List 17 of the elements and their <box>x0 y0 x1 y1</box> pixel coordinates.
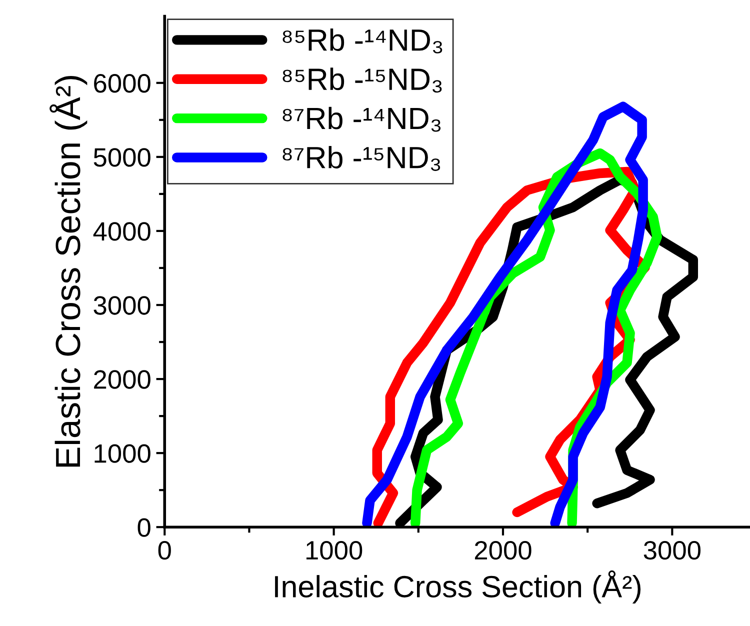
legend-label: ⁸⁵Rb -¹⁴ND₃ <box>282 28 442 54</box>
x-tick-label: 0 <box>158 540 171 560</box>
y-tick-label: 0 <box>138 518 150 537</box>
x-axis-title: Inelastic Cross Section (Å²) <box>275 570 641 604</box>
x-tick-label: 2000 <box>474 540 532 560</box>
legend-label: ⁸⁷Rb -¹⁴ND₃ <box>282 106 441 132</box>
y-tick-label: 4000 <box>93 222 150 241</box>
y-tick-label: 2000 <box>94 370 150 389</box>
legend-label: ⁸⁵Rb -¹⁵ND₃ <box>282 68 442 93</box>
x-tick-label: 1000 <box>306 540 362 560</box>
x-tick-label: 3000 <box>644 540 700 560</box>
y-axis-title: Elastic Cross Section (Å²) <box>50 76 88 467</box>
y-tick-label: 5000 <box>94 148 150 167</box>
y-tick-label: 6000 <box>94 74 150 93</box>
y-tick-label: 3000 <box>94 296 150 315</box>
legend-label: ⁸⁷Rb -¹⁵ND₃ <box>282 146 440 171</box>
y-tick-label: 1000 <box>94 444 150 463</box>
